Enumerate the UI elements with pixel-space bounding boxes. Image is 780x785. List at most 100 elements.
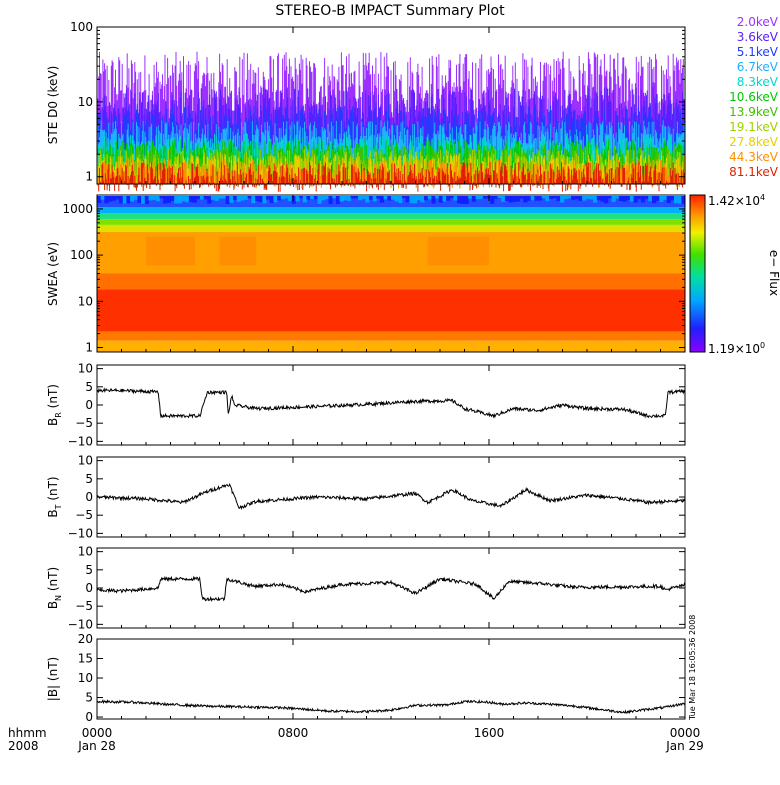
swea-band [651,196,657,204]
swea-band [541,196,546,199]
bt-series-line [96,483,686,511]
swea-band [515,196,521,202]
br-y-axis: 10 5 0 −5 −10 [68,362,685,448]
br-tick-label: 0 [85,398,93,412]
swea-band [247,196,252,199]
swea-band [449,196,454,199]
bt-tick-label: −5 [75,508,93,522]
bn-tick-label: 5 [85,563,93,577]
swea-band [350,196,355,199]
legend-entry: 19.1keV [729,120,779,134]
bt-ylabel: BT (nT) [46,476,63,517]
legend-entry: 2.0keV [737,15,779,29]
bmag-y-axis: 20 15 10 5 0 [78,632,685,724]
swea-band [111,196,116,201]
legend-entry: 13.9keV [729,105,779,119]
swea-band [258,196,263,203]
swea-band [207,196,212,204]
swea-band [626,196,631,201]
br-tick-label: 5 [85,380,93,394]
swea-band [560,196,565,203]
br-tick-label: −5 [75,416,93,430]
swea-band [508,196,513,203]
swea-band [97,196,102,203]
swea-band [324,196,330,200]
swea-band [97,219,685,225]
swea-band [284,196,289,199]
ste-ylabel: STE D0 (keV) [46,66,60,145]
swea-band [552,196,557,199]
swea-band [604,196,609,204]
bt-tick-label: 0 [85,490,93,504]
swea-band [299,196,304,199]
swea-band [490,196,495,204]
swea-y-axis: 1 10 100 1000 [62,202,685,355]
swea-band [141,196,146,204]
bt-panel: 10 5 0 −5 −10 BT (nT) [46,454,686,540]
legend-entry: 44.3keV [729,150,779,164]
bmag-series-line [96,699,686,715]
swea-band [361,196,366,200]
swea-band [501,196,506,202]
swea-band [659,196,664,202]
swea-tick-label: 1 [85,341,93,355]
swea-band [357,196,363,201]
swea-band [170,196,175,201]
bn-tick-label: −5 [75,599,93,613]
swea-band [468,196,473,199]
swea-band [493,196,499,199]
swea-band [104,196,109,204]
swea-band [97,213,685,220]
swea-band [122,196,127,204]
br-tick-label: −10 [68,434,93,448]
swea-band [471,196,477,202]
swea-band [545,196,550,202]
swea-band [203,196,208,200]
colorbar [689,194,706,353]
swea-band [673,196,679,204]
swea-band [420,196,425,203]
swea-band [133,196,138,200]
swea-band [402,196,407,199]
swea-band [460,196,465,204]
swea-band [622,196,627,202]
bn-y-axis: 10 5 0 −5 −10 [68,545,685,631]
swea-band [637,196,642,200]
swea-band [335,196,341,204]
x-tick-label: 0800 [278,726,309,740]
swea-band [394,196,399,202]
bt-tick-label: 10 [78,454,93,468]
swea-band [97,206,685,214]
bmag-tick-label: 0 [85,710,93,724]
legend-entry: 3.6keV [737,30,779,44]
swea-band [655,196,660,201]
swea-band [379,196,385,203]
swea-band [644,196,649,200]
swea-band [615,196,620,199]
bmag-tick-label: 10 [78,671,93,685]
swea-band [97,224,685,232]
swea-band [288,196,293,202]
swea-band [427,196,432,200]
swea-band [177,196,183,204]
bn-tick-label: −10 [68,617,93,631]
swea-band [523,196,528,203]
swea-band [232,196,238,201]
swea-band [578,196,583,201]
swea-band [567,196,572,199]
bmag-frame [96,638,686,720]
swea-band [199,196,205,200]
swea-band [188,196,194,202]
swea-band [416,196,421,201]
swea-band [593,196,598,203]
bn-frame [96,547,686,629]
swea-band [662,196,668,200]
swea-band [218,196,223,199]
swea-band [446,196,451,201]
x-date-start: Jan 28 [77,739,116,753]
swea-band [196,196,201,200]
swea-band [221,196,227,199]
bmag-tick-label: 20 [78,632,93,646]
swea-band [97,331,685,341]
swea-band [372,196,377,202]
